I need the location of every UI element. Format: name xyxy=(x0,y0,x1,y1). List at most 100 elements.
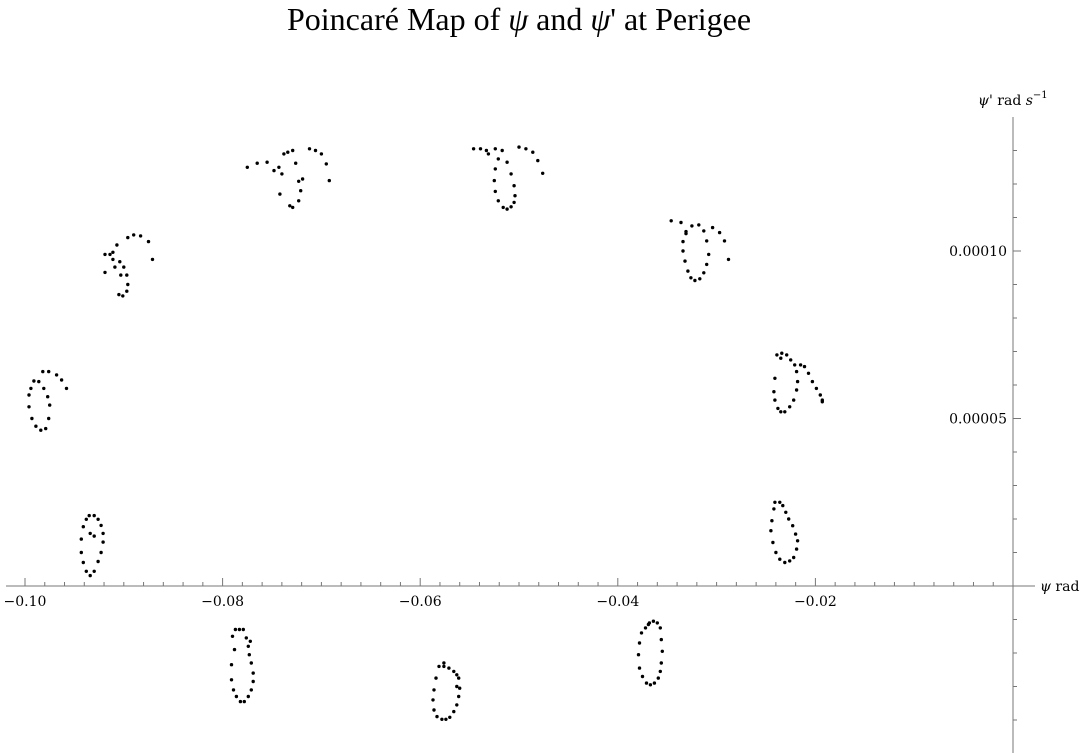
scatter-points xyxy=(27,145,824,721)
data-point xyxy=(119,273,123,277)
data-point xyxy=(512,184,516,188)
data-point xyxy=(27,393,31,397)
data-point xyxy=(229,678,234,682)
data-point xyxy=(774,550,778,555)
data-point xyxy=(455,684,459,689)
data-point xyxy=(103,252,107,257)
data-point xyxy=(471,147,476,151)
data-point xyxy=(448,715,452,719)
data-point xyxy=(512,200,516,205)
data-point xyxy=(440,717,444,721)
data-point xyxy=(651,619,656,623)
data-point xyxy=(88,531,92,536)
data-point xyxy=(655,621,659,625)
data-point xyxy=(272,168,276,173)
data-point xyxy=(81,560,86,565)
data-point xyxy=(658,626,662,630)
point-cluster-3 xyxy=(103,233,155,298)
data-point xyxy=(697,223,701,227)
data-point xyxy=(705,262,709,267)
chart-title-prefix: Poincaré Map of xyxy=(287,1,508,37)
data-point xyxy=(291,205,295,210)
data-point xyxy=(99,550,103,555)
data-point xyxy=(79,537,84,541)
y-axis-label-unit-exp: −1 xyxy=(1033,90,1048,101)
data-point xyxy=(794,547,799,551)
data-point xyxy=(294,161,298,165)
chart-title-mid: and xyxy=(528,1,590,37)
point-cluster-9 xyxy=(636,619,664,687)
data-point xyxy=(639,631,644,635)
data-point xyxy=(251,671,255,675)
data-point xyxy=(44,426,48,431)
data-point xyxy=(300,177,305,181)
data-point xyxy=(640,674,645,679)
data-point xyxy=(455,673,459,677)
data-point xyxy=(265,160,269,164)
point-cluster-8 xyxy=(669,219,731,283)
x-tick-label: −0.10 xyxy=(4,594,47,610)
data-point xyxy=(84,517,89,521)
data-point xyxy=(775,353,779,357)
data-point xyxy=(244,636,248,640)
data-point xyxy=(101,540,105,544)
data-point xyxy=(814,386,819,391)
data-point xyxy=(288,204,292,208)
data-point xyxy=(313,148,318,153)
data-point xyxy=(669,219,673,223)
data-point xyxy=(792,398,796,402)
y-tick-label: 0.00010 xyxy=(949,244,1007,260)
chart-title-var1: ψ xyxy=(508,1,529,37)
data-point xyxy=(47,369,51,374)
data-point xyxy=(117,292,121,297)
data-point xyxy=(307,147,312,151)
data-point xyxy=(54,373,59,377)
data-point xyxy=(442,664,446,669)
data-point xyxy=(96,517,100,521)
data-point xyxy=(108,252,112,257)
data-point xyxy=(643,626,648,630)
data-point xyxy=(452,709,456,714)
data-point xyxy=(46,395,50,399)
data-point xyxy=(792,555,796,560)
data-point xyxy=(39,428,43,432)
data-point xyxy=(132,233,136,237)
data-point xyxy=(492,178,496,183)
data-point xyxy=(772,507,776,511)
data-point xyxy=(772,390,776,394)
data-point xyxy=(452,669,456,674)
data-point xyxy=(773,398,777,402)
data-point xyxy=(794,388,799,392)
data-point xyxy=(233,627,238,632)
data-point xyxy=(702,271,706,275)
data-point xyxy=(327,178,331,183)
y-axis-label-unit: ' rad xyxy=(989,93,1026,109)
data-point xyxy=(791,524,795,528)
data-point xyxy=(773,500,777,504)
data-point xyxy=(230,634,235,638)
data-point xyxy=(689,276,693,280)
x-tick-label: −0.06 xyxy=(399,594,442,610)
data-point xyxy=(101,531,105,536)
data-point xyxy=(769,529,773,533)
data-point xyxy=(48,403,52,407)
data-point xyxy=(455,703,459,707)
data-point xyxy=(818,393,822,397)
point-cluster-6 xyxy=(431,661,462,721)
data-point xyxy=(500,148,504,153)
data-point xyxy=(648,683,653,687)
data-point xyxy=(32,379,36,383)
y-axis-label-unit-s: s xyxy=(1026,93,1033,109)
data-point xyxy=(113,265,117,269)
chart-title-var2: ψ xyxy=(590,1,611,37)
data-point xyxy=(679,220,683,225)
data-point xyxy=(280,172,284,176)
data-point xyxy=(493,189,497,194)
x-tick-label: −0.04 xyxy=(596,594,639,610)
y-axis-label: ψ' rad s−1 xyxy=(978,90,1048,109)
data-point xyxy=(783,560,787,565)
data-point xyxy=(251,679,255,684)
data-point xyxy=(126,282,130,287)
data-point xyxy=(505,160,509,164)
data-point xyxy=(783,410,787,414)
